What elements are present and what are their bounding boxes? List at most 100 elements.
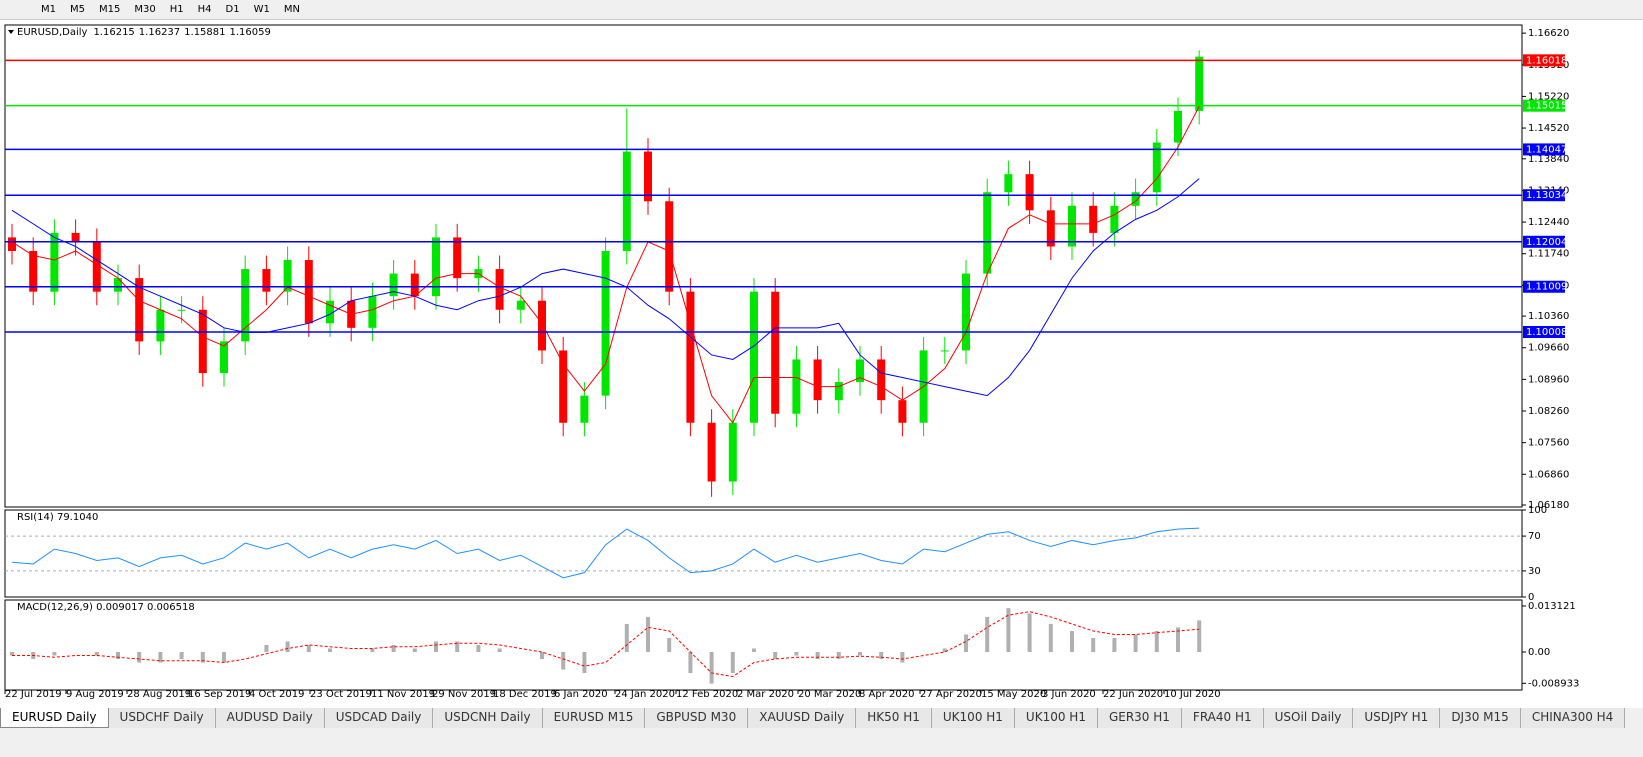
macd-bar	[624, 623, 629, 652]
candle-body	[1195, 56, 1204, 111]
candle-body	[559, 350, 568, 423]
timeframe-button[interactable]: M15	[99, 4, 121, 15]
timeframe-button[interactable]: M1	[41, 4, 56, 15]
x-tick-label: 27 Apr 2020	[920, 689, 982, 700]
timeframe-button[interactable]: D1	[225, 4, 240, 15]
candle-body	[622, 151, 631, 251]
level-label-box	[1523, 99, 1565, 112]
macd-bar	[752, 648, 756, 652]
level-label: 1.16018	[1526, 55, 1567, 66]
tab-bar: EURUSD Daily USDCHF Daily AUDUSD Daily USDC…	[0, 708, 1643, 728]
candle-body	[538, 300, 546, 351]
macd-bar	[773, 651, 778, 660]
y-tick-label: 30	[1528, 566, 1541, 577]
y-tick-label: 1.07560	[1528, 438, 1569, 449]
candle-body	[198, 309, 207, 374]
x-tick-label: 2 Mar 2020	[737, 689, 794, 700]
y-tick-label: 1.11740	[1528, 249, 1569, 260]
macd-bar	[1048, 623, 1053, 652]
ohlc-value: 1.15881	[184, 27, 225, 38]
macd-bar	[476, 644, 481, 652]
x-tick-label: 6 Jan 2020	[554, 689, 608, 700]
y-tick-label: 1.13840	[1528, 154, 1569, 165]
chart-tab[interactable]: USDCHF Daily	[108, 708, 216, 728]
macd-bar	[964, 634, 968, 652]
chart-tab[interactable]: EURUSD M15	[542, 708, 646, 728]
candle-body	[1152, 142, 1161, 193]
macd-bar	[646, 616, 650, 652]
candle-body	[177, 309, 186, 311]
candle-body	[601, 250, 610, 396]
candle-body	[750, 291, 758, 423]
macd-bar	[561, 651, 566, 670]
panel-frame	[4, 24, 1523, 508]
candle-body	[1004, 174, 1013, 193]
level-label-box	[1523, 280, 1565, 293]
y-tick-label: 1.06860	[1528, 469, 1569, 480]
macd-bar	[836, 651, 841, 660]
candle-body	[283, 260, 292, 292]
timeframe-button[interactable]: W1	[253, 4, 270, 15]
timeframe-button[interactable]: H1	[169, 4, 184, 15]
macd-bar	[540, 651, 544, 660]
x-tick-label: 29 Nov 2019	[432, 689, 496, 700]
macd-bar	[328, 648, 332, 652]
x-tick-label: 12 Feb 2020	[676, 689, 738, 700]
panel-frame	[4, 509, 1523, 598]
candle-body	[771, 291, 780, 414]
x-tick-label: 24 Jan 2020	[615, 689, 675, 700]
chart-tab[interactable]: CHINA300 H4	[1520, 708, 1626, 728]
candle-body	[728, 422, 737, 482]
chart-tab[interactable]: UK100 H1	[1014, 708, 1098, 728]
timeframe-button[interactable]: M30	[134, 4, 156, 15]
moving-average	[11, 106, 1200, 424]
ohlc-value: 1.16237	[139, 27, 180, 38]
chart-tab[interactable]: USDCAD Daily	[324, 708, 434, 728]
y-tick-label: 1.09660	[1528, 343, 1569, 354]
level-label-box	[1523, 325, 1565, 338]
chart-tab[interactable]: USOil Daily	[1263, 708, 1354, 728]
macd-bar	[94, 651, 99, 656]
candle-body	[665, 201, 674, 292]
y-tick-label: 0	[1528, 592, 1534, 603]
chart-tab[interactable]: EURUSD Daily	[0, 708, 109, 728]
chart-tab[interactable]: AUDUSD Daily	[215, 708, 325, 728]
chart-tab[interactable]: DJ30 M15	[1440, 708, 1521, 728]
x-tick-label: 9 Aug 2019	[66, 689, 124, 700]
chart-tab[interactable]: USDJPY H1	[1353, 708, 1441, 728]
candle-body	[495, 269, 504, 310]
chart-tab[interactable]: UK100 H1	[931, 708, 1015, 728]
macd-bar	[52, 651, 57, 656]
candle-body	[156, 309, 165, 342]
chart-tab[interactable]: XAUUSD Daily	[748, 708, 857, 728]
candle-body	[516, 300, 525, 310]
macd-bar	[391, 644, 396, 652]
candle-body	[686, 291, 695, 423]
y-tick-label: 1.16620	[1528, 28, 1569, 39]
candle-body	[940, 350, 949, 352]
chart-tab[interactable]: USDCNH Daily	[433, 708, 543, 728]
candle-body	[410, 273, 419, 297]
x-tick-label: 8 Apr 2020	[859, 689, 914, 700]
macd-bar	[1197, 620, 1202, 652]
candle-body	[1068, 205, 1076, 247]
chart-tab[interactable]: HK50 H1	[856, 708, 932, 728]
chart-tab[interactable]: FRA40 H1	[1181, 708, 1264, 728]
macd-bar	[985, 616, 990, 652]
candle-body	[453, 237, 462, 279]
candle-body	[262, 269, 271, 292]
y-tick-label: 70	[1528, 531, 1541, 542]
timeframe-button[interactable]: H4	[197, 4, 212, 15]
timeframe-button[interactable]: MN	[283, 4, 300, 15]
level-label-box	[1523, 143, 1565, 156]
y-tick-label: 1.08260	[1528, 406, 1569, 417]
timeframe-button[interactable]: M5	[70, 4, 85, 15]
macd-bar	[10, 651, 14, 656]
macd-bar	[667, 637, 672, 652]
y-tick-label: 1.06180	[1528, 500, 1569, 511]
macd-bar	[1006, 608, 1011, 652]
candle-body	[92, 241, 101, 292]
chart-tab[interactable]: GER30 H1	[1097, 708, 1182, 728]
chart-tab[interactable]: GBPUSD M30	[645, 708, 749, 728]
